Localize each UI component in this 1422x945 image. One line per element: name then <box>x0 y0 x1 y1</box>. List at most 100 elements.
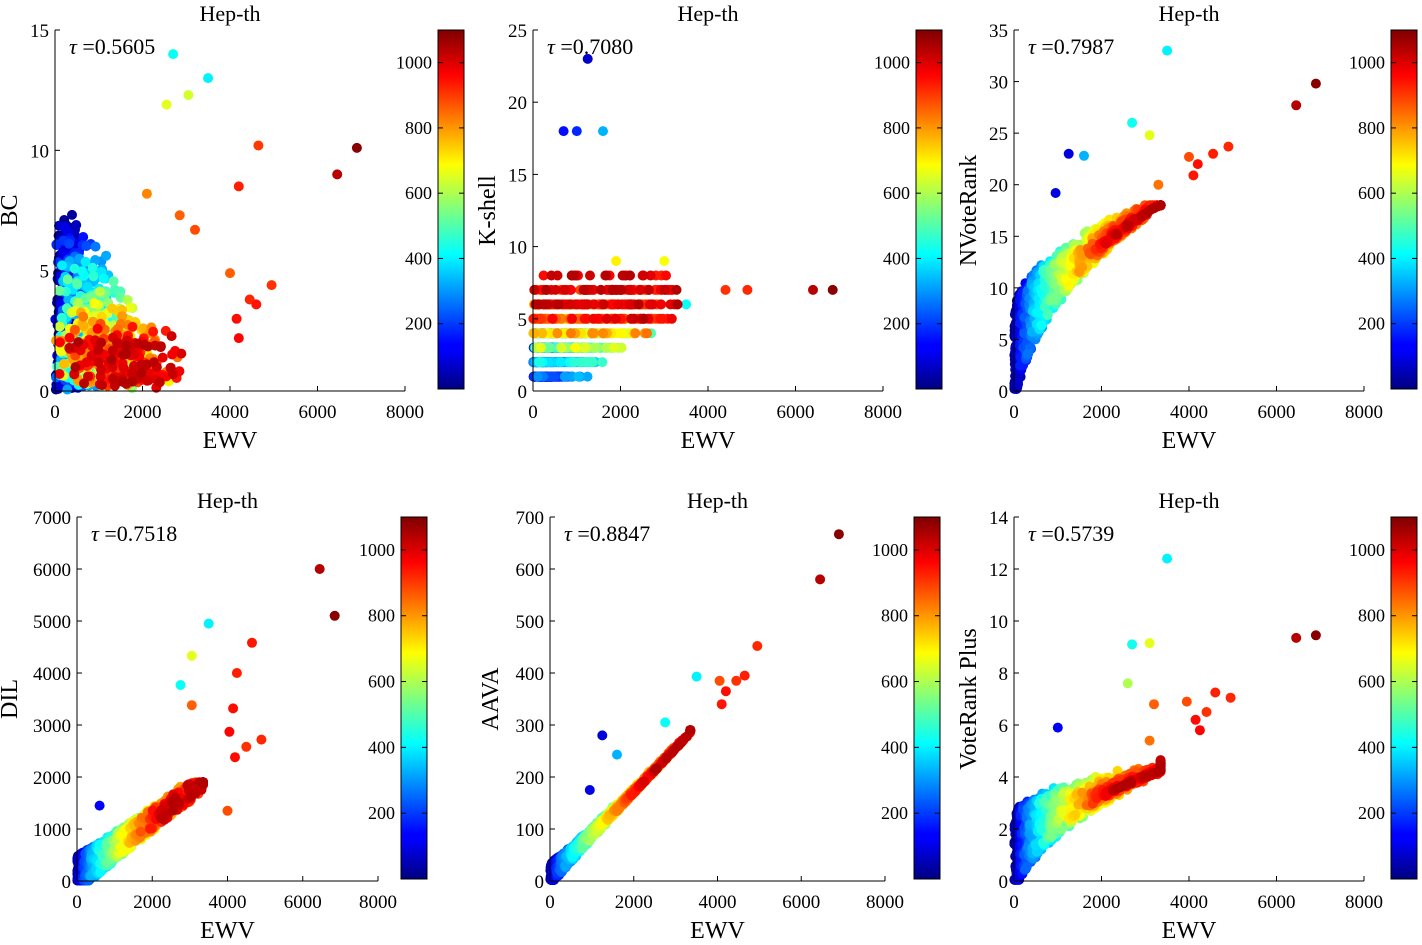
scatter-point <box>529 284 540 295</box>
scatter-point <box>253 140 264 151</box>
scatter-point <box>168 805 178 816</box>
x-tick-label: 6000 <box>284 892 322 913</box>
scatter-point <box>92 323 103 334</box>
scatter-point <box>608 342 619 353</box>
scatter-point <box>120 340 131 351</box>
scatter-point <box>598 126 608 137</box>
scatter-point <box>1064 280 1075 291</box>
x-axis-label: EWV <box>681 428 736 454</box>
scatter-point <box>332 169 343 180</box>
tau-value: =0.7987 <box>1041 34 1114 59</box>
y-tick-label: 5 <box>40 262 50 283</box>
tau-annotation: τ =0.7987 <box>1028 34 1114 59</box>
scatter-point <box>827 284 838 295</box>
x-axis-label: EWV <box>1162 428 1217 454</box>
y-tick-label: 7000 <box>33 508 71 529</box>
chart-title: Hep-th <box>1158 1 1219 26</box>
y-tick-label: 30 <box>989 73 1008 94</box>
scatter-point <box>156 813 166 824</box>
scatter-point <box>112 338 123 348</box>
scatter-point <box>585 270 595 281</box>
tau-symbol: τ <box>91 521 104 546</box>
colorbar-tick-label: 800 <box>1358 118 1385 138</box>
colorbar-tick-label: 400 <box>368 737 395 757</box>
scatter-point <box>672 299 683 310</box>
scatter-point <box>60 223 71 234</box>
scatter-point <box>139 339 150 350</box>
scatter-point <box>597 357 608 368</box>
scatter-point <box>1162 45 1173 56</box>
scatter-point <box>598 328 608 339</box>
scatter-point <box>655 313 666 324</box>
x-tick-label: 0 <box>528 402 538 423</box>
scatter-point <box>555 357 566 368</box>
scatter-point <box>742 284 753 295</box>
y-tick-label: 20 <box>508 93 527 114</box>
scatter-point <box>1188 170 1199 181</box>
scatter-point <box>77 266 88 277</box>
scatter-point <box>233 333 244 344</box>
scatter-point <box>222 805 233 816</box>
scatter-point <box>186 650 197 661</box>
x-axis-label: EWV <box>203 428 258 454</box>
scatter-panel-2: 0 2000 4000 6000 80000510152025Hep-thEWVK-sh… <box>475 1 943 454</box>
scatter-points <box>528 53 838 382</box>
scatter-point <box>570 342 581 353</box>
scatter-point <box>547 313 558 324</box>
scatter-point <box>136 368 147 379</box>
colorbar-tick-label: 1000 <box>396 53 432 73</box>
tau-value: =0.7080 <box>560 34 633 59</box>
colorbar-tick-label: 200 <box>883 314 910 334</box>
y-tick-label: 0 <box>40 382 50 403</box>
colorbar-tick-label: 200 <box>368 803 395 823</box>
scatter-point <box>93 345 104 356</box>
scatter-point <box>1184 151 1194 162</box>
scatter-point <box>1192 159 1203 170</box>
colorbar-tick-label: 400 <box>1358 248 1385 268</box>
scatter-point <box>174 210 185 221</box>
y-tick-label: 20 <box>989 176 1008 197</box>
scatter-point <box>94 286 105 297</box>
scatter-point <box>54 321 65 332</box>
scatter-points <box>545 529 844 885</box>
scatter-point <box>108 373 119 384</box>
x-axis-label: EWV <box>200 918 255 944</box>
scatter-point <box>149 357 159 368</box>
scatter-point <box>97 380 107 391</box>
scatter-point <box>145 823 155 834</box>
scatter-point <box>80 256 91 267</box>
scatter-point <box>182 780 193 791</box>
tau-annotation: τ =0.7080 <box>547 34 633 59</box>
scatter-point <box>266 280 277 291</box>
scatter-point <box>1079 150 1089 161</box>
scatter-point <box>126 368 137 379</box>
colorbar-tick-label: 800 <box>405 118 432 138</box>
scatter-point <box>613 299 624 310</box>
scatter-point <box>62 384 73 395</box>
scatter-point <box>635 284 646 295</box>
y-tick-label: 5 <box>518 310 528 331</box>
scatter-point <box>552 328 563 339</box>
scatter-point <box>595 284 606 295</box>
scatter-point <box>224 726 235 737</box>
x-tick-label: 0 <box>1009 402 1019 423</box>
tau-annotation: τ =0.7518 <box>91 521 177 546</box>
scatter-point <box>69 324 80 335</box>
x-tick-label: 6000 <box>1258 402 1296 423</box>
scatter-point <box>582 299 593 310</box>
y-axis-label: K-shell <box>475 175 501 246</box>
scatter-point <box>547 371 558 382</box>
scatter-point <box>642 328 652 339</box>
scatter-point <box>122 295 133 305</box>
x-tick-label: 8000 <box>1345 402 1383 423</box>
colorbar <box>437 29 465 390</box>
scatter-point <box>534 357 545 368</box>
scatter-point <box>1208 148 1219 159</box>
y-tick-label: 5000 <box>33 612 71 633</box>
scatter-point <box>633 299 644 310</box>
scatter-point <box>560 284 570 295</box>
scatter-point <box>203 73 214 84</box>
scatter-point <box>1223 141 1234 152</box>
scatter-point <box>54 369 65 379</box>
scatter-point <box>54 285 65 296</box>
